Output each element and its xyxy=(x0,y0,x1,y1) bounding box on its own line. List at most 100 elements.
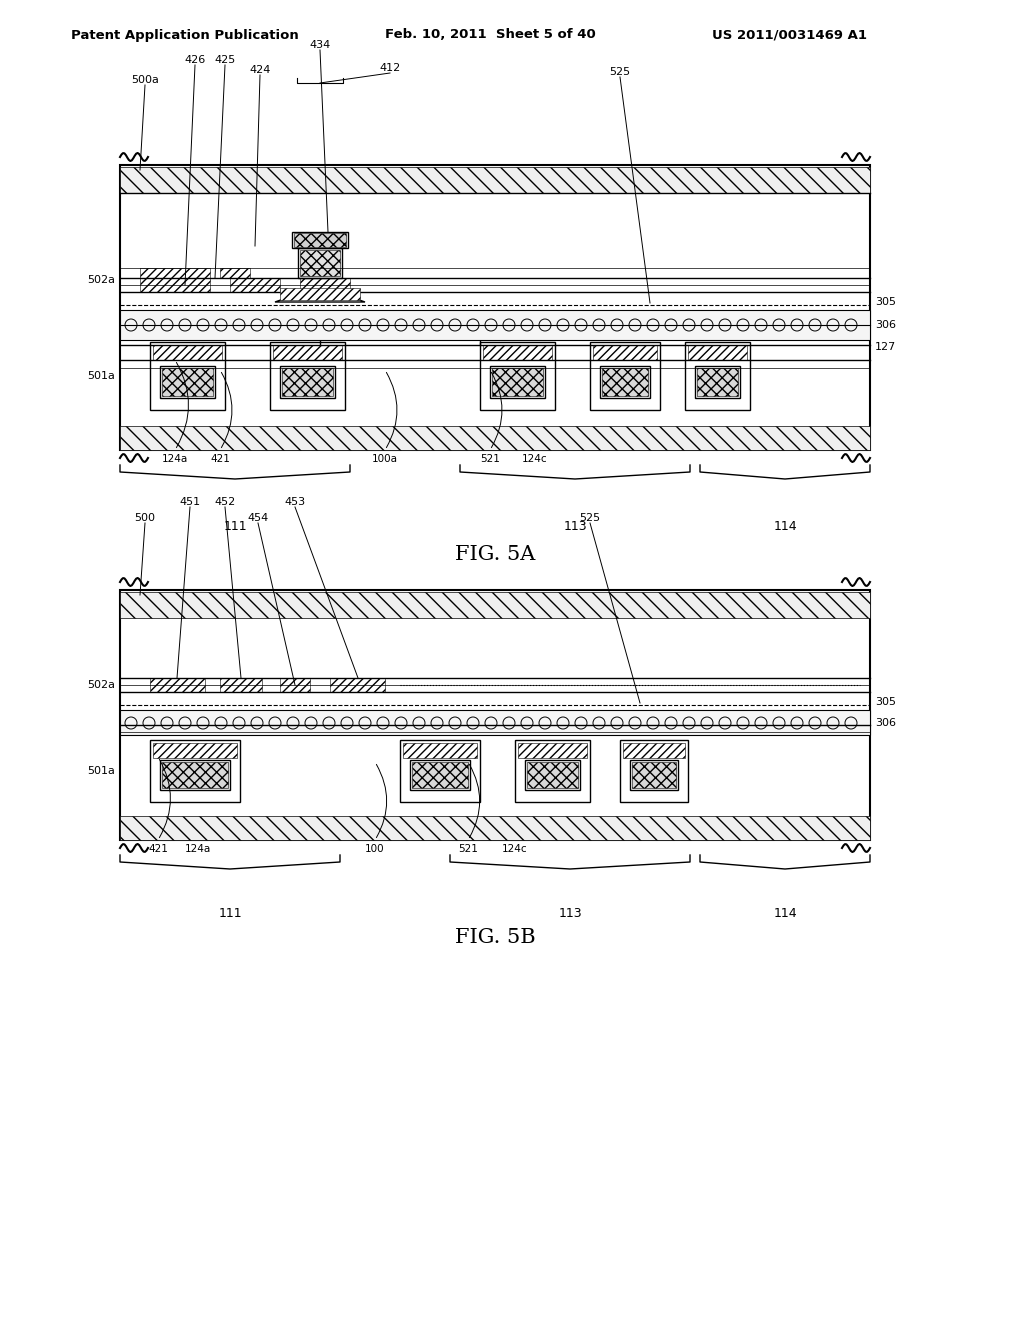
Text: FIG. 5B: FIG. 5B xyxy=(455,928,536,946)
Text: 100: 100 xyxy=(366,843,385,854)
Bar xyxy=(120,590,870,840)
Text: 453: 453 xyxy=(285,498,305,507)
Text: 502a: 502a xyxy=(87,275,115,285)
Bar xyxy=(282,368,333,396)
Text: FIG. 5A: FIG. 5A xyxy=(455,545,536,564)
Text: 124c: 124c xyxy=(522,454,548,465)
Bar xyxy=(153,743,237,758)
Bar xyxy=(593,345,657,360)
Text: 434: 434 xyxy=(309,40,331,50)
Text: 421: 421 xyxy=(148,843,168,854)
Bar xyxy=(140,268,210,279)
Text: 525: 525 xyxy=(580,513,600,523)
Bar xyxy=(120,168,870,193)
Bar xyxy=(525,760,580,789)
Bar xyxy=(150,342,225,411)
Text: 454: 454 xyxy=(248,513,268,523)
Text: 421: 421 xyxy=(210,454,230,465)
Bar xyxy=(120,426,870,450)
Bar xyxy=(515,741,590,803)
Bar xyxy=(527,762,578,788)
Text: 124a: 124a xyxy=(185,843,211,854)
Bar xyxy=(697,368,738,396)
Text: 113: 113 xyxy=(558,907,582,920)
Text: US 2011/0031469 A1: US 2011/0031469 A1 xyxy=(713,29,867,41)
Bar xyxy=(140,279,210,292)
Text: Feb. 10, 2011  Sheet 5 of 40: Feb. 10, 2011 Sheet 5 of 40 xyxy=(385,29,595,41)
Text: 500a: 500a xyxy=(131,75,159,84)
Text: 306: 306 xyxy=(874,319,896,330)
Text: 124a: 124a xyxy=(162,454,188,465)
Bar xyxy=(480,342,555,411)
Text: 305: 305 xyxy=(874,297,896,308)
Text: 305: 305 xyxy=(874,697,896,708)
Bar xyxy=(120,310,870,341)
Text: 501a: 501a xyxy=(87,371,115,381)
Text: 521: 521 xyxy=(480,454,500,465)
Text: 452: 452 xyxy=(214,498,236,507)
Bar xyxy=(280,366,335,399)
Bar xyxy=(273,345,342,360)
Text: 424: 424 xyxy=(249,65,270,75)
Bar xyxy=(623,743,685,758)
Bar xyxy=(685,342,750,411)
Bar xyxy=(300,249,340,276)
Bar xyxy=(153,345,222,360)
Bar xyxy=(632,762,676,788)
Bar xyxy=(298,248,342,279)
Bar xyxy=(162,762,228,788)
Text: 502a: 502a xyxy=(87,680,115,690)
Bar xyxy=(412,762,468,788)
Bar xyxy=(292,232,348,248)
Text: Patent Application Publication: Patent Application Publication xyxy=(71,29,299,41)
Bar xyxy=(590,342,660,411)
Bar xyxy=(620,741,688,803)
Bar xyxy=(150,678,205,692)
Bar xyxy=(294,234,346,247)
Bar xyxy=(630,760,678,789)
Bar xyxy=(300,279,350,292)
Bar xyxy=(120,591,870,618)
Bar xyxy=(120,816,870,840)
Text: 451: 451 xyxy=(179,498,201,507)
Text: 127: 127 xyxy=(874,342,896,352)
Text: 412: 412 xyxy=(379,63,400,73)
Text: 425: 425 xyxy=(214,55,236,65)
Bar xyxy=(160,760,230,789)
Bar xyxy=(490,366,545,399)
Bar xyxy=(120,165,870,450)
Polygon shape xyxy=(275,292,365,302)
Text: 500: 500 xyxy=(134,513,156,523)
Bar xyxy=(120,710,870,735)
Text: 111: 111 xyxy=(223,520,247,533)
Bar xyxy=(162,368,213,396)
Text: 114: 114 xyxy=(773,907,797,920)
Bar xyxy=(230,279,280,292)
Text: 521: 521 xyxy=(458,843,478,854)
Bar xyxy=(150,741,240,803)
Text: 100a: 100a xyxy=(372,454,398,465)
Bar xyxy=(602,368,648,396)
Bar xyxy=(600,366,650,399)
Text: 114: 114 xyxy=(773,520,797,533)
Bar xyxy=(492,368,543,396)
Bar xyxy=(280,678,310,692)
Bar xyxy=(270,342,345,411)
Text: 111: 111 xyxy=(218,907,242,920)
Bar xyxy=(518,743,587,758)
Text: 426: 426 xyxy=(184,55,206,65)
Bar xyxy=(403,743,477,758)
Bar xyxy=(483,345,552,360)
Text: 113: 113 xyxy=(563,520,587,533)
Bar xyxy=(400,741,480,803)
Bar xyxy=(220,268,250,279)
Text: 124c: 124c xyxy=(502,843,527,854)
Text: 501a: 501a xyxy=(87,766,115,776)
Text: 306: 306 xyxy=(874,718,896,729)
Bar xyxy=(280,288,360,300)
Bar xyxy=(160,366,215,399)
Bar xyxy=(695,366,740,399)
Bar xyxy=(410,760,470,789)
Bar xyxy=(330,678,385,692)
Bar xyxy=(220,678,262,692)
